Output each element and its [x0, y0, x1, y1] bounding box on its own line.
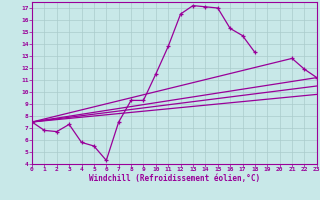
X-axis label: Windchill (Refroidissement éolien,°C): Windchill (Refroidissement éolien,°C) — [89, 174, 260, 183]
